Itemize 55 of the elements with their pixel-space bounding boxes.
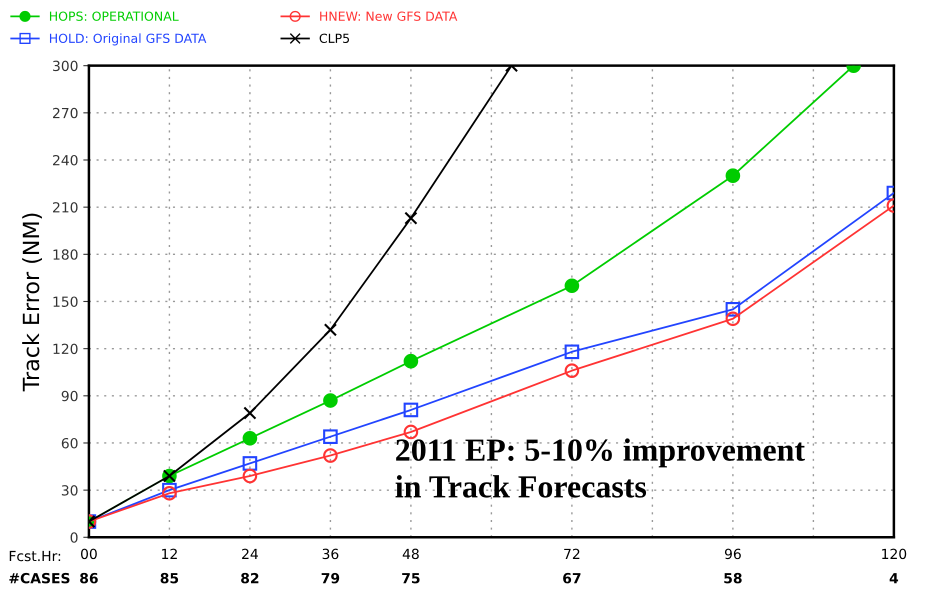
- y-tick-label: 90: [62, 390, 78, 402]
- text: 75: [402, 573, 420, 584]
- annotation: 2011 EP: 5-10% improvement in Track Forecasts: [396, 438, 805, 498]
- y-tick-label: 240: [53, 154, 78, 166]
- y-tick-label: 270: [53, 108, 78, 118]
- x-axis-title: Fcst.Hr:: [10, 550, 60, 562]
- point: [564, 344, 580, 360]
- x-tick-label: 24: [242, 548, 258, 559]
- point: [323, 448, 338, 463]
- y-tick-label: 60: [62, 438, 78, 448]
- point: [242, 456, 258, 471]
- point: [726, 302, 740, 317]
- y-tick-label: 150: [54, 296, 78, 307]
- y-tick-label: 180: [54, 249, 78, 260]
- text: #CASES: [9, 572, 70, 584]
- text: 58: [724, 572, 742, 584]
- x-tick-label: 72: [564, 548, 580, 559]
- point: [162, 482, 177, 498]
- y-tick-label: 120: [54, 344, 78, 354]
- point: [162, 486, 177, 501]
- x-tick-label: 48: [402, 548, 419, 560]
- point: [726, 311, 740, 326]
- point: [323, 429, 338, 444]
- text: 85: [160, 572, 178, 584]
- point: [404, 212, 418, 225]
- x-tick-label: 96: [724, 548, 741, 560]
- y-axis-title: Track Error (NM): [22, 214, 42, 392]
- x-tick-label: 00: [81, 548, 97, 560]
- legend-label: CLP5: [320, 34, 350, 44]
- point: [243, 406, 257, 420]
- y-tick-label: 300: [53, 60, 78, 72]
- text: 82: [241, 572, 258, 584]
- y-tick-label: 0: [70, 532, 78, 543]
- text: 86: [80, 572, 98, 584]
- x-tick-label: 12: [162, 548, 177, 559]
- point: [404, 424, 418, 440]
- y-tick-label: 30: [62, 485, 78, 496]
- point: [726, 168, 740, 184]
- y-tick-label: 210: [53, 202, 78, 213]
- point: [404, 354, 418, 369]
- point: [242, 468, 258, 484]
- point: [242, 430, 258, 446]
- legend-label: HOPS: OPERATIONAL: [50, 11, 179, 21]
- legend-label: HOLD: Original GFS DATA: [50, 33, 206, 46]
- text: 79: [322, 572, 340, 584]
- text: 67: [563, 572, 580, 584]
- x-tick-label: 120: [882, 548, 906, 560]
- point: [564, 278, 580, 294]
- point: [404, 402, 418, 418]
- text: 4: [890, 573, 898, 584]
- legend-label: HNEW: New GFS DATA: [320, 11, 458, 21]
- point: [323, 393, 338, 408]
- x-tick-label: 36: [322, 548, 338, 560]
- point: [564, 363, 580, 378]
- point: [324, 323, 338, 336]
